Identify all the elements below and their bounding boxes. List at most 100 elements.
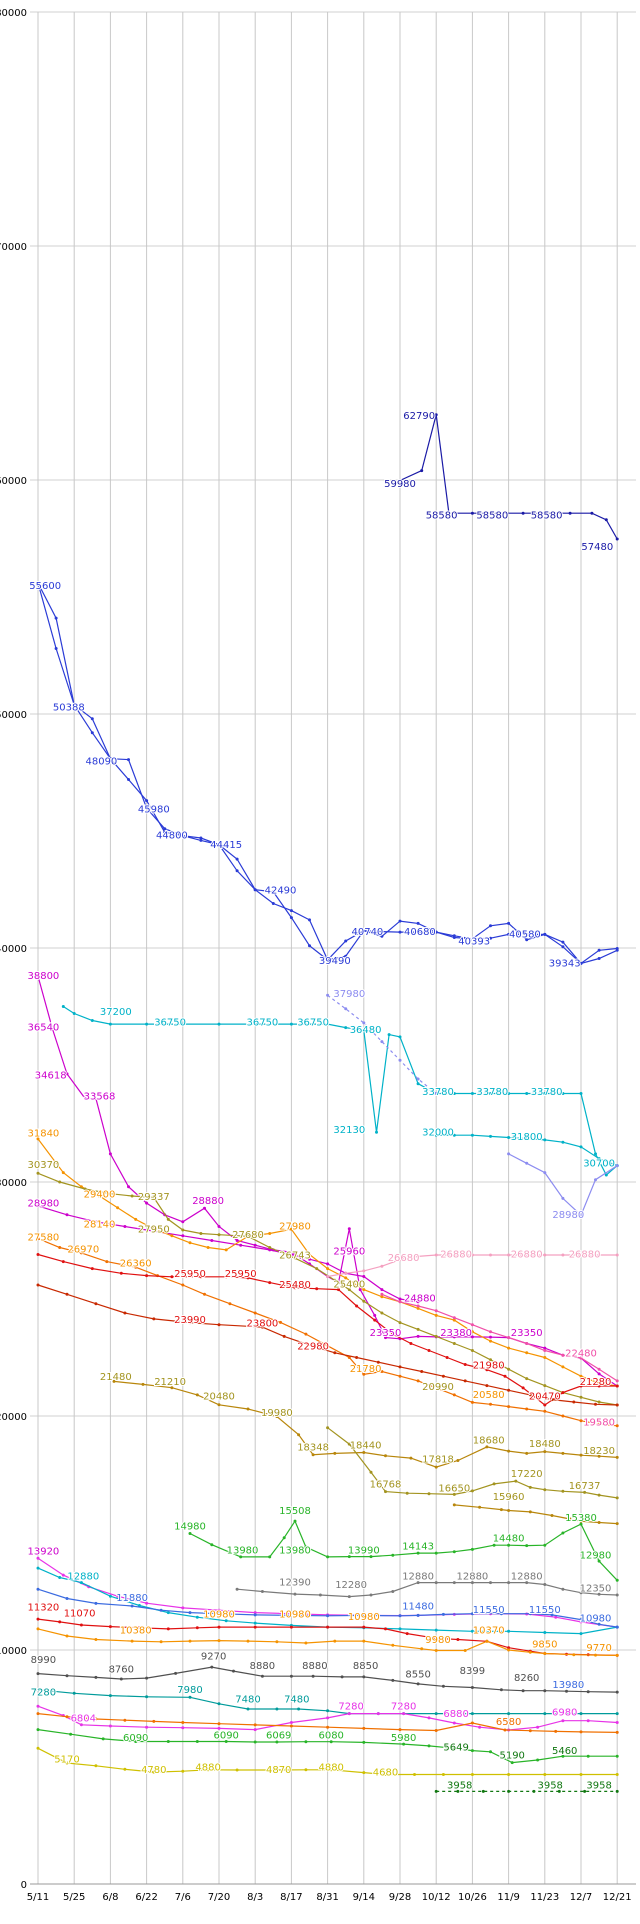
series-point xyxy=(550,1613,554,1617)
data-label: 29400 xyxy=(84,1190,116,1201)
series-point xyxy=(380,934,384,938)
series-point xyxy=(369,1593,373,1597)
data-label: 8880 xyxy=(302,1661,327,1672)
data-label: 7280 xyxy=(338,1702,363,1713)
series-point xyxy=(615,1730,619,1734)
series-point xyxy=(561,1092,565,1095)
series-point xyxy=(579,1092,583,1095)
series-point xyxy=(615,1384,619,1388)
series-point xyxy=(58,1246,62,1249)
data-label: 27950 xyxy=(138,1224,170,1235)
data-label: 23990 xyxy=(174,1315,206,1326)
series-point xyxy=(615,1593,619,1597)
series-point xyxy=(90,717,94,721)
series-point xyxy=(470,1335,474,1339)
series-point xyxy=(347,1555,351,1559)
series-point xyxy=(253,1611,257,1615)
series-point xyxy=(145,1601,149,1605)
series-point xyxy=(597,1372,601,1376)
series-point xyxy=(326,1725,330,1729)
series-point xyxy=(188,1639,192,1643)
series-point xyxy=(333,1351,337,1355)
series-point xyxy=(65,1674,69,1678)
series-point xyxy=(470,1686,474,1689)
x-axis-label: 9/14 xyxy=(353,1892,375,1903)
data-label: 36540 xyxy=(27,1023,59,1034)
data-label: 14143 xyxy=(402,1542,434,1553)
data-label: 40680 xyxy=(404,927,436,938)
series-point xyxy=(434,413,438,417)
series-line-orange-1 xyxy=(37,1138,618,1387)
series-point xyxy=(452,1550,456,1554)
series-point xyxy=(105,1260,109,1264)
data-label: 12280 xyxy=(335,1580,367,1591)
series-point xyxy=(597,1493,601,1497)
series-point xyxy=(166,1217,170,1221)
series-point xyxy=(416,1254,420,1258)
series-point xyxy=(308,1257,311,1261)
data-label: 18440 xyxy=(350,1440,382,1451)
data-label: 40580 xyxy=(509,930,541,941)
series-point xyxy=(398,1035,402,1039)
series-point xyxy=(528,1510,532,1514)
data-label: 26743 xyxy=(279,1251,311,1262)
series-point xyxy=(543,1450,547,1454)
x-axis-label: 8/3 xyxy=(247,1892,263,1903)
series-point xyxy=(615,948,619,952)
data-label: 16768 xyxy=(370,1480,402,1491)
series-point xyxy=(528,1729,532,1733)
data-label: 6804 xyxy=(71,1714,96,1725)
data-label: 28980 xyxy=(552,1210,584,1221)
series-point xyxy=(615,1455,619,1459)
series-point xyxy=(36,1566,40,1570)
series-point xyxy=(489,1402,492,1406)
series-point xyxy=(181,1606,185,1610)
data-label: 25950 xyxy=(225,1269,257,1280)
data-label: 6980 xyxy=(552,1708,577,1719)
series-point xyxy=(116,1206,120,1210)
series-point xyxy=(145,1695,149,1699)
data-label: 18680 xyxy=(473,1436,505,1447)
y-axis-label: 20000 xyxy=(0,1412,27,1423)
series-point xyxy=(507,1509,511,1512)
series-point xyxy=(347,1227,351,1231)
series-point xyxy=(384,1336,387,1340)
series-point xyxy=(572,1653,576,1657)
series-point xyxy=(416,1613,420,1617)
series-point xyxy=(134,1217,138,1221)
data-label: 16650 xyxy=(438,1483,470,1494)
series-point xyxy=(166,1740,170,1743)
series-point xyxy=(434,1628,438,1632)
data-label: 17220 xyxy=(511,1469,543,1480)
series-point xyxy=(308,1253,311,1256)
series-point xyxy=(289,1253,293,1256)
data-label: 13980 xyxy=(552,1680,584,1691)
series-point xyxy=(470,1133,474,1137)
series-point xyxy=(51,1027,54,1031)
data-label: 12880 xyxy=(67,1572,99,1583)
series-point xyxy=(543,1652,547,1655)
series-point xyxy=(166,1627,170,1631)
series-point xyxy=(525,1351,529,1355)
series-point xyxy=(489,924,492,928)
series-point xyxy=(456,1789,460,1793)
series-point xyxy=(369,1470,373,1474)
series-point xyxy=(304,1332,308,1336)
data-label: 12880 xyxy=(511,1572,543,1583)
series-point xyxy=(36,1556,40,1560)
series-point xyxy=(579,1519,583,1523)
series-point xyxy=(79,1581,83,1585)
series-point xyxy=(434,1334,438,1338)
series-point xyxy=(373,1318,377,1322)
series-point xyxy=(232,1669,235,1673)
data-label: 48090 xyxy=(85,757,117,768)
series-point xyxy=(355,1356,359,1359)
series-point xyxy=(101,1737,105,1741)
data-label: 11480 xyxy=(402,1602,434,1613)
series-point xyxy=(532,1789,536,1793)
series-point xyxy=(470,1712,474,1716)
series-point xyxy=(416,1327,420,1331)
data-label: 12880 xyxy=(402,1572,434,1583)
series-point xyxy=(297,1707,301,1711)
series-point xyxy=(253,1311,257,1315)
